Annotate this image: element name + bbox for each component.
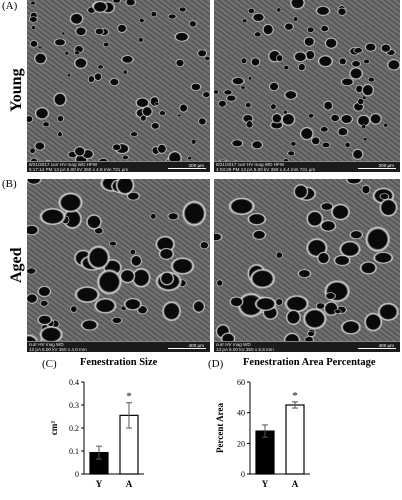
y-tick-label: 0 bbox=[241, 470, 245, 479]
sem-info-bar: 8/21/2017 curr HV mag WD HFW 5:17:14 PM … bbox=[27, 161, 210, 172]
row-label-young: Young bbox=[8, 68, 25, 112]
sem-info-line2: 13 pA 5.00 kV 350 x 5.8 mm bbox=[216, 347, 274, 352]
x-category-label: A bbox=[292, 479, 299, 489]
sem-info-bar: 8/21/2017 curr HV mag WD HFW 4:03:29 PM … bbox=[214, 161, 400, 172]
chart-fenestration-area: 0 20 40 60 Percent Area Y A * bbox=[215, 378, 310, 489]
scale-bar bbox=[358, 348, 396, 349]
sem-image-aged-2: curr HV mag WD 13 pA 5.00 kV 350 x 5.8 m… bbox=[214, 179, 400, 352]
x-category-label: A bbox=[126, 479, 133, 489]
row-label-aged: Aged bbox=[8, 247, 25, 283]
scale-label: 200 µm bbox=[188, 163, 204, 168]
panel-label-d: (D) bbox=[208, 358, 224, 370]
scale-bar bbox=[168, 348, 206, 349]
y-tick-label: 0.1 bbox=[69, 447, 79, 456]
scale-label: 400 µm bbox=[378, 343, 394, 348]
sem-image-young-2: 8/21/2017 curr HV mag WD HFW 4:03:29 PM … bbox=[214, 0, 400, 172]
x-category-label: Y bbox=[96, 479, 103, 489]
y-tick-label: 40 bbox=[237, 409, 245, 418]
panel-label-a: (A) bbox=[2, 0, 18, 12]
y-tick-label: 0.3 bbox=[69, 401, 79, 410]
y-tick-label: 0.2 bbox=[69, 424, 79, 433]
y-tick-label: 0 bbox=[75, 470, 79, 479]
y-tick-label: 60 bbox=[237, 378, 245, 387]
sem-image-young-1: 8/21/2017 curr HV mag WD HFW 5:17:14 PM … bbox=[27, 0, 210, 172]
panel-label-b: (B) bbox=[2, 178, 17, 190]
scale-bar bbox=[168, 168, 206, 169]
y-axis-label: cm² bbox=[49, 421, 59, 435]
significance-marker: * bbox=[292, 390, 298, 402]
sem-info-line2: 4:03:29 PM 13 pA 5.00 kV 350 x 4.4 mm 73… bbox=[216, 167, 316, 172]
chart-title-c: Fenestration Size bbox=[80, 357, 158, 368]
chart-fenestration-size: 0 0.1 0.2 0.3 0.4 cm² Y A * bbox=[49, 378, 144, 489]
panel-label-c: (C) bbox=[42, 358, 57, 370]
sem-info-line1: curr HV mag WD bbox=[216, 342, 251, 347]
significance-marker: * bbox=[126, 391, 132, 403]
sem-image-aged-1: curr HV mag WD 13 pA 5.00 kV 350 x 4.0 m… bbox=[27, 179, 210, 352]
scale-bar bbox=[358, 168, 396, 169]
sem-info-line1: 8/21/2017 curr HV mag WD HFW bbox=[29, 162, 98, 167]
sem-info-line1: 8/21/2017 curr HV mag WD HFW bbox=[216, 162, 285, 167]
x-category-label: Y bbox=[262, 479, 269, 489]
bar bbox=[285, 404, 305, 475]
scale-label: 400 µm bbox=[188, 343, 204, 348]
sem-info-line1: curr HV mag WD bbox=[29, 342, 64, 347]
sem-info-bar: curr HV mag WD 13 pA 5.00 kV 350 x 4.0 m… bbox=[27, 341, 210, 352]
chart-title-d: Fenestration Area Percentage bbox=[243, 357, 376, 368]
sem-info-line2: 13 pA 5.00 kV 350 x 4.0 mm bbox=[29, 347, 87, 352]
sem-info-bar: curr HV mag WD 13 pA 5.00 kV 350 x 5.8 m… bbox=[214, 341, 400, 352]
y-tick-label: 0.4 bbox=[69, 378, 79, 387]
y-axis-label: Percent Area bbox=[215, 403, 225, 453]
sem-info-line2: 5:17:14 PM 13 pA 5.00 kV 350 x 4.8 mm 73… bbox=[29, 167, 129, 172]
scale-label: 200 µm bbox=[378, 163, 394, 168]
y-tick-label: 20 bbox=[237, 439, 245, 448]
